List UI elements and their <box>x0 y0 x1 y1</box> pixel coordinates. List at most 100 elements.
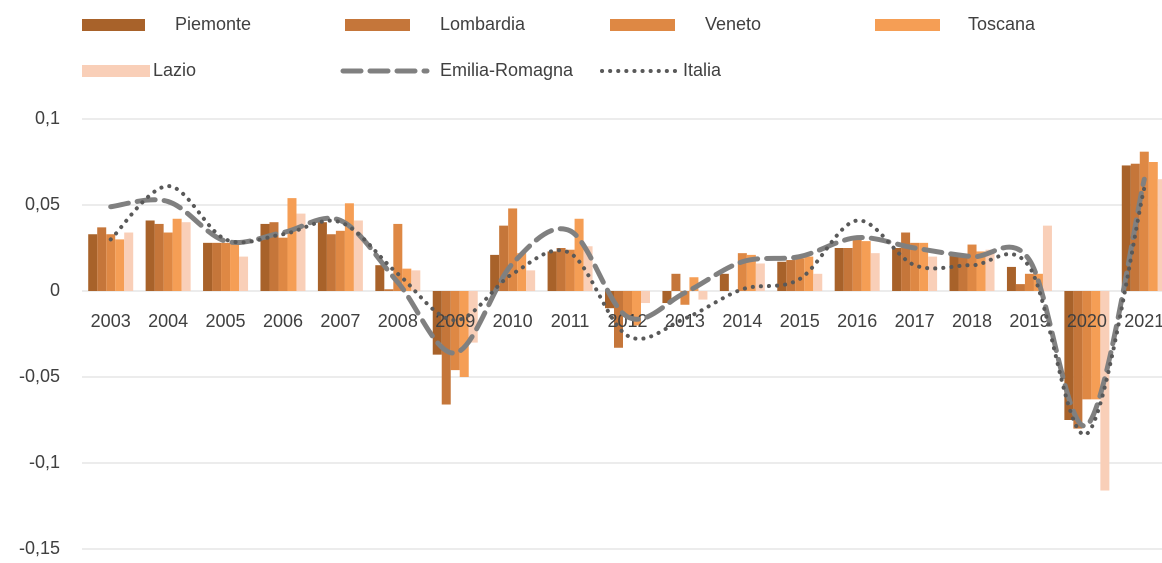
bar <box>230 242 240 291</box>
bar <box>698 291 708 300</box>
x-tick-label: 2003 <box>91 311 131 331</box>
bar <box>508 208 518 291</box>
bar <box>949 254 959 291</box>
x-tick-label: 2017 <box>895 311 935 331</box>
legend-swatch <box>345 19 410 31</box>
bar <box>910 242 920 291</box>
bar <box>870 253 880 291</box>
bar <box>737 253 747 291</box>
bar <box>919 242 929 291</box>
legend-label: Toscana <box>968 14 1036 34</box>
bar <box>499 225 509 291</box>
x-tick-label: 2010 <box>493 311 533 331</box>
x-tick-label: 2012 <box>607 311 647 331</box>
bar <box>892 248 902 291</box>
bar <box>843 248 853 291</box>
x-tick-label: 2020 <box>1067 311 1107 331</box>
bar <box>393 223 403 291</box>
legend-label: Emilia-Romagna <box>440 60 574 80</box>
bar <box>583 246 593 291</box>
bar <box>384 289 394 291</box>
bar <box>755 263 765 291</box>
x-tick-label: 2013 <box>665 311 705 331</box>
bar <box>861 241 871 291</box>
bar <box>1157 179 1162 291</box>
bar <box>402 268 412 291</box>
bar <box>490 254 500 291</box>
y-tick-label: -0,05 <box>19 366 60 386</box>
bar <box>1064 291 1074 420</box>
bar <box>1082 291 1092 400</box>
bar <box>145 220 155 291</box>
bar <box>375 265 385 291</box>
bar <box>1100 291 1110 491</box>
bar <box>565 249 575 291</box>
bar <box>278 237 288 291</box>
bar <box>976 251 986 291</box>
bar <box>834 248 844 291</box>
bar <box>547 251 557 291</box>
bar <box>795 258 805 291</box>
x-tick-label: 2021 <box>1124 311 1162 331</box>
legend-label: Lazio <box>153 60 196 80</box>
bar <box>344 203 354 291</box>
bar <box>1139 151 1149 291</box>
bar <box>671 273 681 291</box>
legend-label: Italia <box>683 60 722 80</box>
bar <box>450 291 460 371</box>
bar <box>88 234 98 291</box>
x-tick-label: 2014 <box>722 311 762 331</box>
legend-label: Lombardia <box>440 14 526 34</box>
bar <box>623 291 632 317</box>
bar <box>163 232 173 291</box>
bar <box>746 254 756 291</box>
bar <box>154 223 164 291</box>
bar <box>1091 291 1101 400</box>
legend-swatch <box>875 19 940 31</box>
y-tick-label: 0 <box>50 280 60 300</box>
bar <box>901 232 911 291</box>
bar <box>269 222 279 291</box>
bar <box>777 261 787 291</box>
line <box>108 176 1147 429</box>
bar <box>680 291 690 305</box>
bar <box>574 218 584 291</box>
bar <box>317 222 327 291</box>
bar <box>556 248 566 291</box>
bar <box>1015 284 1025 291</box>
bar <box>260 223 270 291</box>
y-tick-label: -0,1 <box>29 452 60 472</box>
bar <box>106 234 116 291</box>
x-tick-label: 2007 <box>320 311 360 331</box>
legend-swatch <box>82 19 145 31</box>
bar <box>335 230 345 291</box>
bar <box>641 291 650 304</box>
bar <box>296 213 306 291</box>
x-tick-label: 2018 <box>952 311 992 331</box>
bar <box>852 239 862 291</box>
bar <box>181 222 191 291</box>
bar <box>719 273 729 291</box>
bar <box>239 256 249 291</box>
bar <box>459 291 469 377</box>
bar <box>689 277 699 291</box>
bar <box>411 270 421 291</box>
bar <box>786 260 796 291</box>
x-tick-label: 2008 <box>378 311 418 331</box>
bar <box>287 198 297 291</box>
bar <box>1073 291 1083 429</box>
bar <box>1042 225 1052 291</box>
bar <box>353 220 363 291</box>
bar <box>632 291 641 326</box>
bar <box>662 291 672 304</box>
bar <box>614 291 623 348</box>
bar <box>813 273 823 291</box>
x-tick-label: 2019 <box>1009 311 1049 331</box>
bar <box>468 291 478 343</box>
bar <box>517 253 527 291</box>
bar <box>432 291 442 355</box>
legend-label: Piemonte <box>175 14 251 34</box>
bar <box>326 234 336 291</box>
x-tick-label: 2005 <box>206 311 246 331</box>
